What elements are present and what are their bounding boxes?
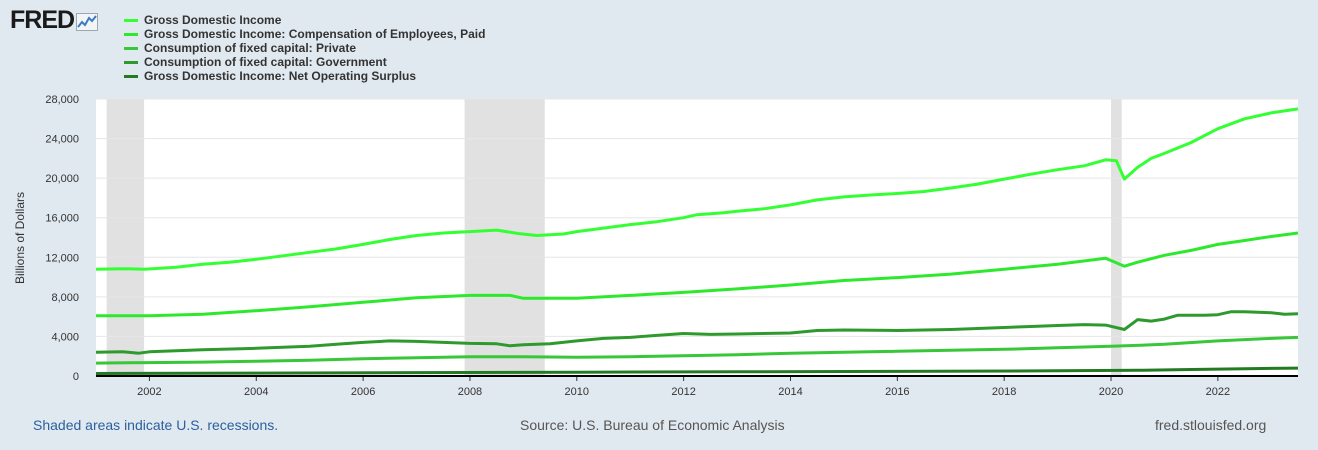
legend-label: Gross Domestic Income: Compensation of E… (144, 27, 486, 41)
x-tick-label: 2002 (137, 386, 161, 398)
recession-band (106, 99, 145, 376)
recession-note: Shaded areas indicate U.S. recessions. (33, 417, 279, 433)
y-tick-label: 20,000 (45, 173, 79, 185)
series-line (95, 335, 1299, 365)
recession-shading (106, 99, 1122, 376)
x-tick-label: 2014 (778, 386, 802, 398)
series-line (95, 366, 1299, 375)
source-note: Source: U.S. Bureau of Economic Analysis (520, 417, 785, 433)
legend-swatch (124, 74, 138, 78)
plot-area (96, 99, 1298, 376)
y-tick-label: 0 (73, 371, 79, 383)
series-lines (95, 107, 1299, 375)
legend-swatch (124, 32, 138, 36)
x-tick-label: 2012 (671, 386, 695, 398)
x-tick-label: 2018 (992, 386, 1016, 398)
legend-swatch (124, 60, 138, 64)
fred-logo: FRED (10, 6, 99, 34)
y-axis-label: Billions of Dollars (13, 192, 27, 284)
x-tick-label: 2016 (885, 386, 909, 398)
legend-swatch (124, 18, 138, 22)
x-axis-ticks: 2002 2004 2006 2008 2010 2012 2014 2016 2018 2020… (137, 376, 1230, 398)
recession-band (464, 99, 545, 376)
series-line (95, 107, 1299, 271)
trend-graph-icon (76, 13, 99, 31)
y-tick-label: 24,000 (45, 134, 79, 146)
y-tick-label: 12,000 (45, 252, 79, 264)
legend-item: Gross Domestic Income: Net Operating Sur… (124, 69, 485, 83)
series-line (95, 310, 1299, 355)
x-tick-label: 2020 (1099, 386, 1123, 398)
x-tick-label: 2004 (244, 386, 268, 398)
legend-item: Gross Domestic Income: Compensation of E… (124, 27, 485, 41)
legend-label: Consumption of fixed capital: Government (144, 55, 387, 69)
fred-url-link[interactable]: fred.stlouisfed.org (1155, 417, 1267, 433)
x-tick-label: 2008 (458, 386, 482, 398)
legend-swatch (124, 46, 138, 50)
legend-label: Consumption of fixed capital: Private (144, 41, 357, 55)
legend-item: Consumption of fixed capital: Private (124, 41, 485, 55)
legend-item: Consumption of fixed capital: Government (124, 55, 485, 69)
legend: Gross Domestic Income Gross Domestic Inc… (124, 13, 485, 83)
y-tick-label: 4,000 (51, 331, 79, 343)
y-axis-ticks: 0 4,000 8,000 12,000 16,000 20,000 24,000 28,00… (45, 94, 79, 383)
fred-logo-text: FRED (10, 6, 75, 34)
legend-label: Gross Domestic Income (144, 13, 282, 27)
x-tick-label: 2006 (351, 386, 375, 398)
gridlines (96, 98, 1298, 337)
series-line (96, 231, 1299, 318)
x-tick-label: 2010 (565, 386, 589, 398)
y-tick-label: 16,000 (45, 213, 79, 225)
x-tick-label: 2022 (1206, 386, 1230, 398)
legend-item: Gross Domestic Income (124, 13, 485, 27)
y-tick-label: 8,000 (51, 292, 79, 304)
y-tick-label: 28,000 (45, 94, 79, 106)
legend-label: Gross Domestic Income: Net Operating Sur… (144, 69, 417, 83)
recession-band (1111, 99, 1122, 376)
